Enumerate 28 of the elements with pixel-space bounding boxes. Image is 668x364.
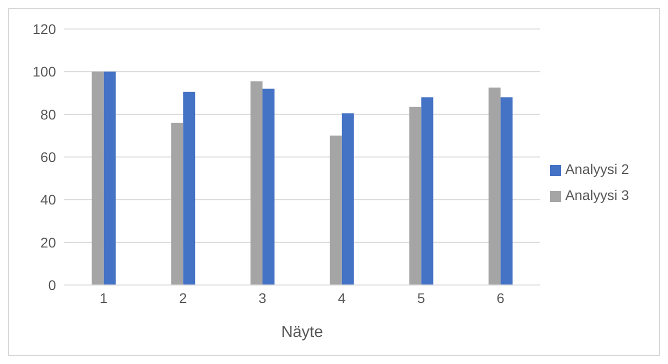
legend-label: Analyysi 3 <box>565 187 629 203</box>
y-tick-label: 100 <box>32 64 56 80</box>
x-tick-label: 5 <box>417 290 426 306</box>
y-tick-label: 60 <box>40 148 56 165</box>
bar <box>421 97 434 285</box>
bar <box>500 97 513 285</box>
x-tick-label: 6 <box>496 290 505 306</box>
bar <box>342 113 354 285</box>
y-tick-label: 20 <box>40 234 56 250</box>
bar <box>330 136 342 285</box>
x-axis-title: Näyte <box>281 324 324 341</box>
bar <box>262 88 275 285</box>
x-tick-label: 4 <box>338 290 346 306</box>
bar <box>104 72 116 285</box>
bar <box>171 122 184 285</box>
bar <box>183 92 196 285</box>
y-tick-label: 0 <box>48 276 56 293</box>
y-tick-label: 80 <box>40 106 56 122</box>
x-tick-label: 3 <box>258 290 267 306</box>
bar <box>92 72 104 285</box>
y-tick-label: 40 <box>40 192 56 208</box>
x-tick-label: 2 <box>179 290 188 306</box>
y-tick-label: 120 <box>32 20 56 37</box>
x-tick-label: 1 <box>100 290 108 306</box>
legend-label: Analyysi 2 <box>565 161 629 177</box>
bar <box>250 81 263 285</box>
bar <box>409 106 422 285</box>
bar <box>488 88 501 285</box>
